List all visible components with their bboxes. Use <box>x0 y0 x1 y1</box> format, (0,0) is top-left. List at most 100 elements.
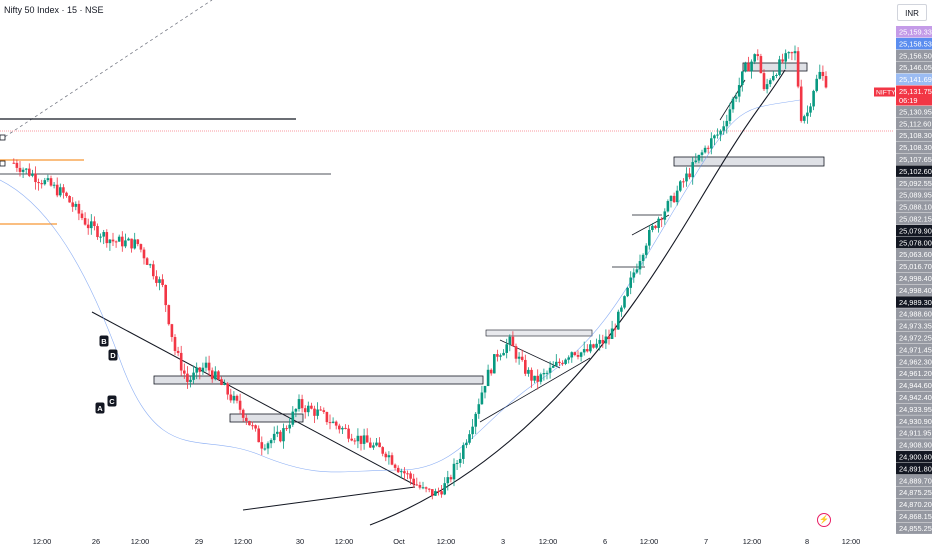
price-label: 24,870.20 <box>899 500 932 509</box>
candle-body <box>338 425 341 430</box>
price-label-bg <box>896 462 932 475</box>
candle-body <box>356 435 360 442</box>
support-trendline[interactable] <box>242 486 416 511</box>
price-label-bg <box>896 343 932 356</box>
price-axis[interactable]: 25,159.33 25,158.53 25,156.50 25,146.05 25,1… <box>874 26 932 534</box>
candle-body <box>313 408 316 416</box>
price-label: 24,930.90 <box>899 417 932 426</box>
currency-button[interactable]: INR <box>897 4 927 21</box>
price-label-bg <box>896 49 932 62</box>
candle-body <box>319 409 322 411</box>
candle-body <box>706 147 710 149</box>
price-label: 25,107.65 <box>899 155 932 164</box>
candle-body <box>152 264 155 277</box>
candle-body <box>660 218 663 220</box>
candle-body <box>68 195 71 203</box>
price-label: 24,855.25 <box>899 524 932 533</box>
time-tick-label: 30 <box>296 537 304 546</box>
candle-body <box>685 173 688 182</box>
lightning-icon[interactable]: ⚡ <box>817 513 831 527</box>
price-label: 24,908.90 <box>899 441 932 450</box>
candles-layer <box>12 45 828 500</box>
candle-body <box>49 178 53 186</box>
candle-body <box>796 51 800 87</box>
price-label-bg <box>896 248 932 261</box>
candle-body <box>741 71 744 86</box>
candle-body <box>229 394 233 401</box>
candle-body <box>520 356 524 360</box>
candle-body <box>657 218 660 228</box>
candle-body <box>204 362 208 368</box>
zone-rectangle[interactable] <box>153 375 484 385</box>
price-label: 25,108.30 <box>899 131 932 140</box>
candle-body <box>341 427 344 430</box>
drawing-handle[interactable] <box>0 160 6 167</box>
drawing-handle[interactable] <box>0 134 6 141</box>
parabolic-curve[interactable] <box>369 69 786 526</box>
candle-body <box>551 365 555 368</box>
zone-rectangle[interactable] <box>229 413 304 423</box>
candle-body <box>121 236 124 247</box>
dashed-trendline[interactable] <box>0 0 213 141</box>
candle-body <box>818 71 822 79</box>
price-label: 24,998.40 <box>899 286 932 295</box>
candle-body <box>350 438 353 441</box>
candle-body <box>434 491 437 496</box>
candle-body <box>362 435 366 444</box>
candle-body <box>799 86 803 121</box>
candle-body <box>787 52 791 54</box>
candle-body <box>474 413 477 427</box>
zone-rectangle[interactable] <box>485 329 593 337</box>
candle-body <box>403 471 406 474</box>
time-tick-label: 29 <box>195 537 203 546</box>
candle-body <box>241 409 245 418</box>
price-label: 24,911.95 <box>899 429 931 438</box>
candle-body <box>424 487 428 489</box>
candle-body <box>489 369 493 374</box>
candle-body <box>517 356 521 359</box>
candle-body <box>307 405 310 413</box>
candle-body <box>381 447 384 454</box>
candle-body <box>623 296 626 308</box>
time-axis[interactable]: 12:00 26 12:00 29 12:00 30 12:00 Oct 12:00 3 12:00… <box>33 537 861 546</box>
candle-body <box>396 467 400 473</box>
zone-rectangle[interactable] <box>673 156 825 167</box>
candle-body <box>582 349 586 353</box>
price-label-bg <box>896 415 932 427</box>
candle-body <box>722 126 725 131</box>
pattern-label: A <box>97 404 103 413</box>
candle-body <box>728 109 732 121</box>
candle-body <box>598 339 601 344</box>
price-label: 24,889.70 <box>899 476 932 485</box>
candle-body <box>279 431 282 442</box>
price-label: 24,942.40 <box>899 393 932 402</box>
price-label: 25,146.05 <box>899 63 932 72</box>
candle-body <box>344 427 347 429</box>
time-tick-label: 7 <box>704 537 708 546</box>
candle-body <box>579 352 583 357</box>
candle-body <box>483 386 487 393</box>
triangle-trendline[interactable] <box>479 357 591 423</box>
price-label-bg <box>896 498 932 511</box>
channel-line[interactable] <box>631 214 670 236</box>
price-label-bg <box>896 61 932 74</box>
candle-body <box>223 383 226 385</box>
candle-body <box>245 417 248 421</box>
candle-body <box>133 239 136 249</box>
candle-body <box>772 75 775 81</box>
pattern-label-bg <box>99 335 109 347</box>
candle-body <box>400 471 403 473</box>
candle-body <box>93 221 96 227</box>
time-tick-label: 6 <box>603 537 607 546</box>
candle-body <box>220 379 223 385</box>
candle-body <box>353 440 357 442</box>
price-label: 24,988.60 <box>899 310 932 319</box>
candle-body <box>59 187 62 196</box>
descending-trendline[interactable] <box>91 311 416 486</box>
candle-body <box>694 160 698 163</box>
price-label-bg <box>896 224 932 237</box>
zone-rectangle[interactable] <box>742 62 808 72</box>
candle-body <box>155 276 158 283</box>
